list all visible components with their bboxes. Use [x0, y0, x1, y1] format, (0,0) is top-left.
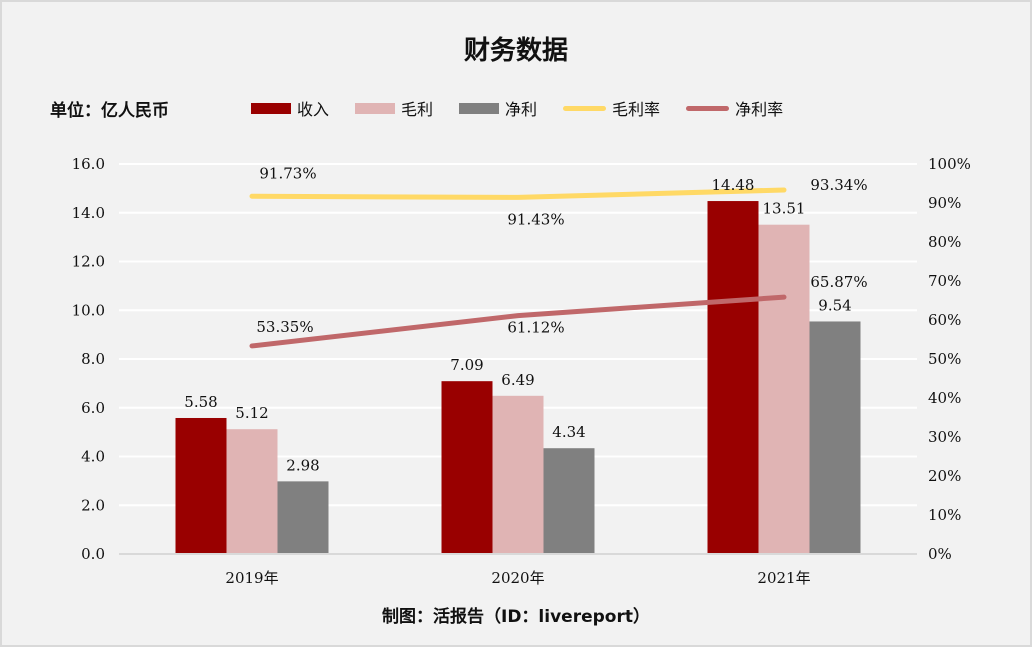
- bar-data-label: 6.49: [501, 371, 534, 389]
- bar-毛利-2019年: [226, 429, 278, 554]
- bar-净利-2021年: [809, 321, 861, 554]
- bar-data-label: 2.98: [286, 456, 319, 474]
- x-tick-label: 2021年: [757, 569, 810, 587]
- bar-收入-2021年: [707, 201, 759, 555]
- y-right-tick-label: 10%: [928, 506, 961, 524]
- unit-label: 单位：亿人民币: [50, 101, 169, 121]
- legend-swatch-gross-profit: [355, 102, 396, 114]
- legend-item-revenue: 收入: [251, 96, 329, 120]
- y-right-tick-label: 90%: [928, 194, 961, 212]
- line-data-label: 91.43%: [507, 210, 564, 228]
- data-labels: 5.58 7.09 14.48 5.12 6.49 13.51 2.98 4.34 9.54 91…: [184, 164, 867, 474]
- bar-data-label: 9.54: [818, 296, 851, 314]
- y-right-tick-label: 100%: [928, 155, 971, 173]
- legend-item-net-margin: 净利率: [686, 96, 783, 120]
- legend-label-revenue: 收入: [297, 100, 330, 119]
- y-left-tick-label: 12.0: [72, 253, 105, 271]
- y-left-tick-label: 14.0: [72, 204, 105, 222]
- y-right-tick-label: 40%: [928, 389, 961, 407]
- legend-swatch-gross-margin: [563, 105, 607, 111]
- line-毛利率: [249, 187, 787, 200]
- legend-item-net-profit: 净利: [459, 96, 537, 120]
- line-data-label: 53.35%: [256, 318, 313, 336]
- y-left-tick-label: 4.0: [81, 448, 105, 466]
- bar-data-label: 5.12: [235, 404, 268, 422]
- y-left-tick-label: 8.0: [81, 350, 105, 368]
- y-left-tick-label: 6.0: [81, 399, 105, 417]
- legend-swatch-net-profit: [459, 102, 500, 114]
- legend-item-gross-margin: 毛利率: [563, 96, 660, 120]
- line-data-label: 91.73%: [259, 164, 316, 182]
- line-data-label: 65.87%: [810, 273, 867, 291]
- y-right-tick-label: 0%: [928, 545, 952, 563]
- bar-毛利-2021年: [758, 224, 810, 554]
- line-data-label: 93.34%: [810, 176, 867, 194]
- legend-swatch-revenue: [251, 102, 291, 114]
- bars: [175, 201, 861, 555]
- bar-收入-2019年: [175, 417, 227, 554]
- y-right-tick-label: 20%: [928, 467, 961, 485]
- y-right-tick-label: 30%: [928, 428, 961, 446]
- lines: [249, 187, 787, 349]
- chart-title: 财务数据: [463, 36, 568, 66]
- legend-item-gross-profit: 毛利: [355, 96, 433, 120]
- axes: 0.0 2.0 4.0 6.0 8.0 10.0 12.0 14.0 16.0 0% 10% 20% 3…: [72, 155, 971, 587]
- y-right-tick-label: 50%: [928, 350, 961, 368]
- bar-data-label: 14.48: [712, 176, 755, 194]
- y-right-tick-label: 70%: [928, 272, 961, 290]
- bar-data-label: 4.34: [552, 423, 585, 441]
- y-right-tick-label: 60%: [928, 311, 961, 329]
- y-left-tick-label: 2.0: [81, 496, 105, 514]
- legend-swatch-net-margin: [686, 105, 730, 111]
- x-tick-label: 2019年: [225, 569, 278, 587]
- y-left-tick-label: 10.0: [72, 301, 105, 319]
- legend-label-net-margin: 净利率: [735, 100, 784, 119]
- legend: 收入 毛利 净利 毛利率 净利率: [251, 96, 809, 120]
- bar-净利-2020年: [543, 448, 595, 554]
- bar-毛利-2020年: [492, 395, 544, 554]
- bar-data-label: 7.09: [450, 356, 483, 374]
- y-left-tick-label: 0.0: [81, 545, 105, 563]
- bar-data-label: 13.51: [763, 200, 806, 218]
- y-right-tick-label: 80%: [928, 233, 961, 251]
- legend-label-gross-margin: 毛利率: [612, 100, 661, 119]
- legend-label-net-profit: 净利: [505, 100, 538, 119]
- x-tick-label: 2020年: [491, 569, 544, 587]
- bar-收入-2020年: [441, 381, 493, 554]
- y-left-tick-label: 16.0: [72, 155, 105, 173]
- line-data-label: 61.12%: [507, 319, 564, 337]
- bar-净利-2019年: [277, 481, 329, 554]
- footer-credit: 制图：活报告（ID：livereport）: [382, 607, 650, 627]
- bar-data-label: 5.58: [184, 393, 217, 411]
- legend-label-gross-profit: 毛利: [401, 100, 434, 119]
